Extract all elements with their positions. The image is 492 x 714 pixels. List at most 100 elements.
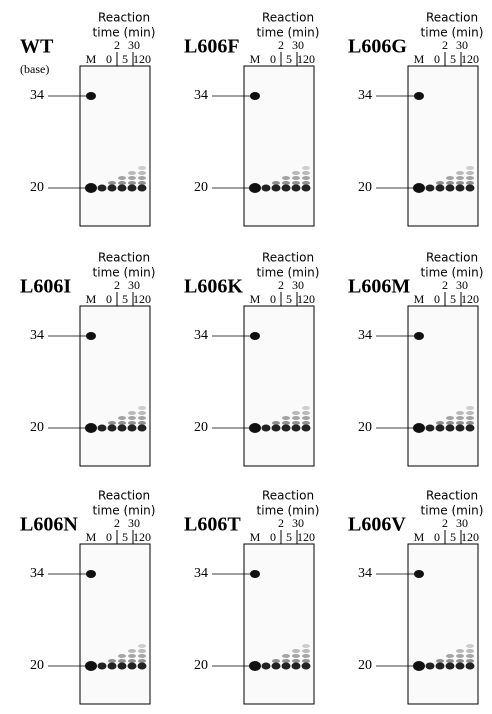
lane-label: 0 [434,530,440,544]
lane-label: 120 [297,52,315,66]
band [281,662,291,670]
lane-label: 5 [122,52,128,66]
band [272,421,280,425]
band [271,424,281,432]
band [414,570,424,578]
band [292,176,300,180]
gel [407,543,479,705]
lane-label: 120 [297,530,315,544]
band [138,649,146,653]
lane-label: 120 [133,530,151,544]
header-line: Reaction [426,251,478,265]
band [456,654,464,658]
band [137,184,147,192]
band [138,176,146,180]
lane-label: 30 [456,516,468,530]
marker-label: 20 [358,180,372,195]
lane-label: 30 [456,278,468,292]
band [85,423,97,433]
header-line: time (min) [421,26,484,40]
band [282,181,290,185]
lane-label: 5 [286,530,292,544]
marker-label: 20 [358,420,372,435]
lane-label: 0 [106,292,112,306]
band [301,424,311,432]
band [302,644,310,648]
header-line: Reaction [262,489,314,503]
lane-label: 30 [292,38,304,52]
band [425,662,435,670]
band [435,424,445,432]
panel-label: L606K [184,276,243,298]
band [128,654,136,658]
band [249,661,261,671]
band [138,416,146,420]
lane-label: 0 [270,52,276,66]
band [97,184,107,192]
band [138,644,146,648]
lane-label: 0 [106,530,112,544]
lane-label: 5 [122,292,128,306]
band [413,423,425,433]
band [118,181,126,185]
band [117,184,127,192]
panel-label: L606V [348,514,406,536]
lane-label: M [250,292,261,306]
header-line: Reaction [98,11,150,25]
band [128,411,136,415]
band [138,659,146,663]
lane-label: 0 [106,52,112,66]
band [272,181,280,185]
header-line: Reaction [262,251,314,265]
header-line: time (min) [421,504,484,518]
gel [243,65,315,227]
band [466,644,474,648]
band [128,649,136,653]
lane-label: 2 [442,278,448,292]
header-line: Reaction [98,251,150,265]
lane-label: 5 [450,292,456,306]
band [282,176,290,180]
band [85,183,97,193]
lane-label: M [414,530,425,544]
marker-label: 34 [30,88,44,103]
band [261,424,271,432]
lane-label: 30 [128,38,140,52]
band [466,416,474,420]
band [466,181,474,185]
marker-label: 34 [194,328,208,343]
band [302,181,310,185]
marker-label: 20 [194,180,208,195]
band [302,649,310,653]
band [466,411,474,415]
header-line: time (min) [93,266,156,280]
band [456,176,464,180]
band [138,406,146,410]
gel [79,65,151,227]
band [445,662,455,670]
band [456,411,464,415]
lane-label: 30 [292,278,304,292]
band [271,662,281,670]
band [466,406,474,410]
lane-label: 5 [450,530,456,544]
band [138,654,146,658]
band [86,570,96,578]
band [138,411,146,415]
band [425,184,435,192]
lane-label: M [414,52,425,66]
band [128,659,136,663]
panel-label: L606I [20,276,71,298]
lane-label: M [250,530,261,544]
band [446,654,454,658]
lane-label: 120 [461,52,479,66]
band [128,421,136,425]
band [456,416,464,420]
lane-label: 120 [133,52,151,66]
band [302,654,310,658]
